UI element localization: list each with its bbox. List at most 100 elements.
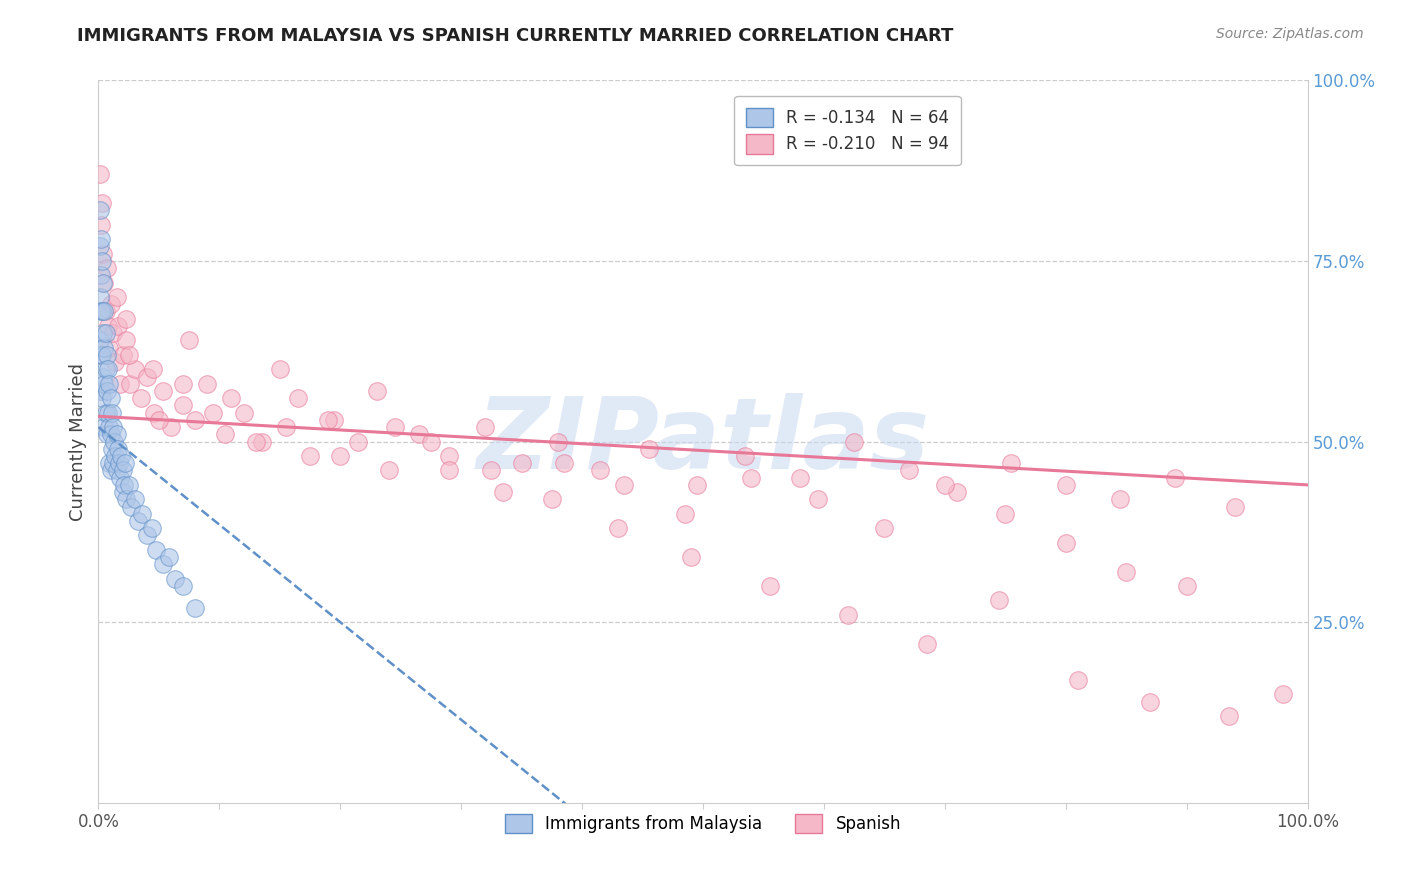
Point [1175, 579, 1198, 593]
Point [91, 246, 114, 260]
Point [269, 362, 291, 376]
Point [316, 413, 339, 427]
Point [844, 434, 866, 449]
Point [837, 607, 859, 622]
Point [245, 434, 267, 449]
Point [1067, 673, 1090, 687]
Point [988, 593, 1011, 607]
Point [474, 420, 496, 434]
Point [152, 384, 174, 398]
Point [1223, 500, 1246, 514]
Point [96, 384, 118, 398]
Point [152, 558, 174, 572]
Point [89, 290, 111, 304]
Point [1218, 709, 1240, 723]
Point [98, 376, 121, 391]
Point [540, 492, 562, 507]
Point [91, 304, 114, 318]
Point [734, 449, 756, 463]
Point [96, 427, 118, 442]
Point [148, 413, 170, 427]
Point [807, 492, 830, 507]
Point [97, 318, 120, 333]
Point [98, 341, 121, 355]
Point [118, 376, 141, 391]
Point [214, 427, 236, 442]
Point [104, 449, 127, 463]
Point [124, 492, 146, 507]
Point [946, 485, 969, 500]
Point [90, 232, 112, 246]
Point [118, 348, 141, 362]
Point [408, 427, 430, 442]
Point [686, 478, 709, 492]
Point [127, 514, 149, 528]
Point [481, 463, 503, 477]
Point [91, 196, 114, 211]
Point [91, 326, 114, 340]
Point [195, 376, 218, 391]
Point [221, 391, 243, 405]
Point [135, 369, 157, 384]
Point [437, 463, 460, 477]
Point [740, 470, 762, 484]
Point [1109, 492, 1132, 507]
Point [108, 376, 131, 391]
Point [673, 507, 696, 521]
Point [104, 355, 127, 369]
Point [107, 442, 129, 456]
Point [347, 434, 370, 449]
Point [232, 406, 254, 420]
Point [179, 334, 201, 348]
Point [89, 239, 111, 253]
Point [299, 449, 322, 463]
Point [115, 492, 138, 507]
Point [915, 637, 938, 651]
Point [1054, 535, 1077, 549]
Point [1272, 687, 1295, 701]
Point [108, 470, 131, 484]
Point [118, 478, 141, 492]
Point [129, 391, 152, 405]
Point [100, 463, 122, 477]
Point [111, 348, 134, 362]
Point [89, 203, 111, 218]
Point [93, 276, 115, 290]
Point [89, 167, 111, 181]
Point [98, 456, 121, 470]
Point [1115, 565, 1137, 579]
Point [91, 369, 114, 384]
Point [172, 579, 194, 593]
Point [157, 550, 180, 565]
Point [90, 304, 112, 318]
Point [107, 318, 129, 333]
Point [120, 500, 142, 514]
Point [510, 456, 533, 470]
Point [105, 463, 128, 477]
Point [101, 456, 124, 470]
Point [679, 550, 702, 565]
Point [94, 326, 117, 340]
Point [98, 420, 121, 434]
Point [142, 362, 165, 376]
Point [93, 304, 115, 318]
Point [96, 261, 118, 276]
Point [613, 478, 636, 492]
Point [873, 521, 896, 535]
Point [100, 406, 122, 420]
Point [202, 406, 225, 420]
Point [377, 463, 399, 477]
Point [172, 376, 194, 391]
Text: ZIPatlas: ZIPatlas [477, 393, 929, 490]
Point [1139, 695, 1161, 709]
Point [100, 391, 122, 405]
Point [184, 600, 207, 615]
Point [1000, 456, 1022, 470]
Text: IMMIGRANTS FROM MALAYSIA VS SPANISH CURRENTLY MARRIED CORRELATION CHART: IMMIGRANTS FROM MALAYSIA VS SPANISH CURR… [77, 27, 953, 45]
Point [329, 449, 352, 463]
Point [101, 420, 124, 434]
Point [1054, 478, 1077, 492]
Point [250, 434, 273, 449]
Point [91, 253, 114, 268]
Point [90, 218, 112, 232]
